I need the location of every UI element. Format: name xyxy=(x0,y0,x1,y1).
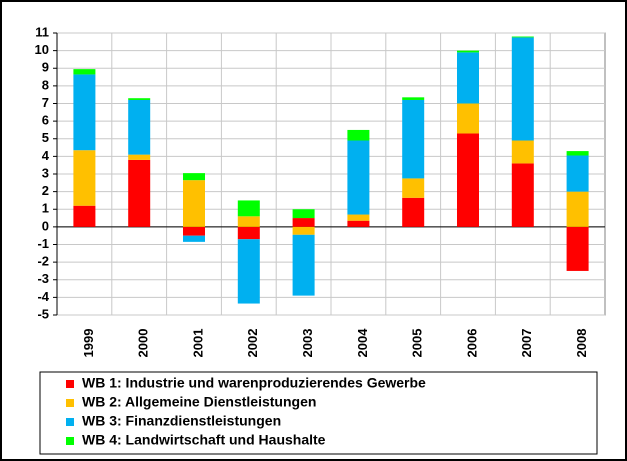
legend-swatch xyxy=(66,399,74,407)
bar-segment xyxy=(128,154,151,160)
bar-segment xyxy=(183,226,205,236)
bar-segment xyxy=(237,239,260,304)
bar-segment xyxy=(292,234,315,296)
bar-segment xyxy=(511,163,534,227)
legend-swatch xyxy=(66,418,74,426)
bar-segment xyxy=(457,50,479,53)
bar-segment xyxy=(402,99,425,179)
y-tick-label: 3 xyxy=(42,165,49,180)
bar-segment xyxy=(566,191,589,227)
x-tick-label: 1999 xyxy=(81,329,96,358)
x-tick-label: 2001 xyxy=(190,329,205,358)
bar-segment xyxy=(511,37,534,141)
bar-segment xyxy=(128,99,151,155)
bar-segment xyxy=(237,226,260,240)
x-tick-label: 2006 xyxy=(464,329,479,358)
bar-segment xyxy=(402,197,425,227)
y-tick-label: 0 xyxy=(42,218,49,233)
bar-segment xyxy=(183,180,205,227)
x-tick-label: 2002 xyxy=(245,329,260,358)
legend-swatch xyxy=(66,380,74,388)
bar-segment xyxy=(292,209,315,219)
x-tick-label: 2007 xyxy=(519,329,534,358)
legend-swatch xyxy=(66,437,74,445)
y-tick-label: 9 xyxy=(42,60,49,75)
bar-segment xyxy=(237,216,260,227)
bar-segment xyxy=(347,214,370,221)
bar-segment xyxy=(73,74,96,151)
y-tick-label: -1 xyxy=(37,236,49,251)
bar-segment xyxy=(73,205,96,227)
bar-segment xyxy=(511,36,534,38)
bar-segment xyxy=(128,159,151,227)
bar-segment xyxy=(183,235,205,242)
bar-segment xyxy=(183,173,205,181)
y-tick-label: 2 xyxy=(42,183,49,198)
y-tick-label: -2 xyxy=(37,254,49,269)
y-tick-label: 4 xyxy=(42,148,50,163)
y-tick-label: -4 xyxy=(37,289,49,304)
x-tick-label: 2005 xyxy=(410,329,425,358)
bar-segment xyxy=(457,133,479,227)
legend-box xyxy=(39,371,598,455)
y-tick-label: 1 xyxy=(42,201,49,216)
legend-label: WB 2: Allgemeine Dienstleistungen xyxy=(82,394,316,410)
y-tick-label: 5 xyxy=(42,130,49,145)
bar-segment xyxy=(457,103,479,134)
bar-segment xyxy=(566,226,589,271)
y-tick-label: -3 xyxy=(37,271,49,286)
bar-segment xyxy=(347,220,370,227)
y-tick-label: 6 xyxy=(42,113,49,128)
legend-label: WB 1: Industrie und warenproduzierendes … xyxy=(82,375,426,391)
bar-segment xyxy=(402,97,425,100)
bar-segment xyxy=(511,140,534,164)
y-tick-label: 10 xyxy=(35,42,49,57)
legend-label: WB 4: Landwirtschaft und Haushalte xyxy=(82,432,326,448)
y-tick-label: -5 xyxy=(37,306,49,321)
y-tick-label: 8 xyxy=(42,77,49,92)
bar-segment xyxy=(237,200,260,217)
bar-segment xyxy=(292,218,315,227)
bar-segment xyxy=(347,140,370,215)
bar-segment xyxy=(402,178,425,198)
bar-segment xyxy=(73,150,96,206)
bar-segment xyxy=(347,129,370,141)
y-tick-label: 11 xyxy=(35,24,49,39)
bar-segment xyxy=(457,52,479,104)
bar-segment xyxy=(128,98,151,100)
x-tick-label: 2000 xyxy=(136,329,151,358)
legend-label: WB 3: Finanzdienstleistungen xyxy=(82,413,281,429)
bar-segment xyxy=(566,151,589,156)
x-tick-label: 2008 xyxy=(574,329,589,358)
y-tick-label: 7 xyxy=(42,95,49,110)
x-tick-label: 2003 xyxy=(300,329,315,358)
bar-segment xyxy=(566,155,589,192)
x-tick-label: 2004 xyxy=(355,328,370,358)
bar-segment xyxy=(292,226,315,235)
bar-segment xyxy=(73,69,96,75)
